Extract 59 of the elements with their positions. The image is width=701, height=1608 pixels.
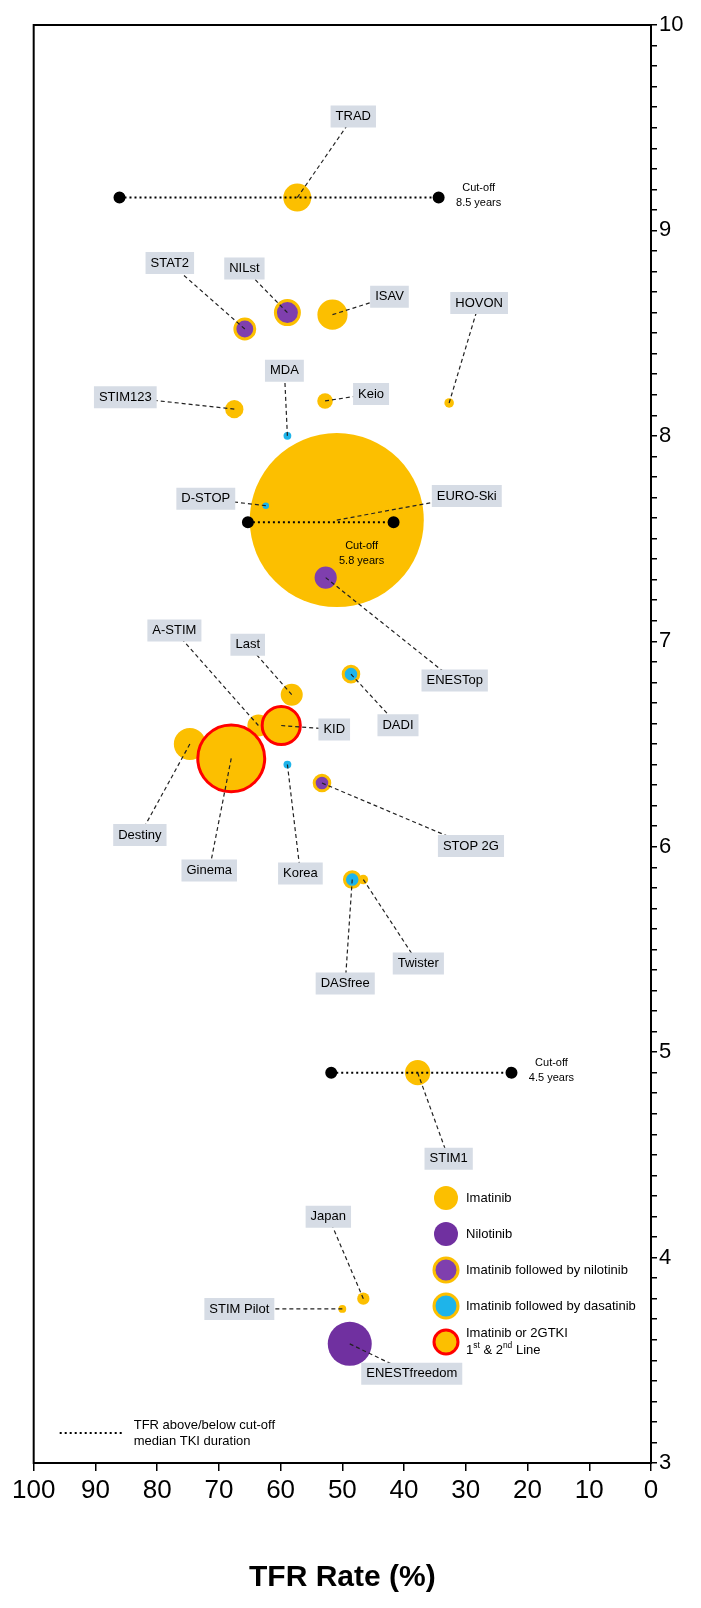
y-tick-label: 5 [659, 1038, 672, 1064]
point [241, 516, 254, 529]
annotation: STOP 2G [442, 837, 499, 853]
annotation: Keio [358, 385, 385, 401]
annotation: Cut-off 4.5 years [528, 1055, 575, 1083]
x-tick-label: 50 [327, 1473, 357, 1504]
legend-label: Nilotinib [466, 1225, 513, 1241]
legend-label: Imatinib followed by dasatinib [466, 1297, 636, 1313]
annotation: Twister [397, 955, 440, 971]
y-tick-label: 10 [659, 11, 684, 37]
annotation: MDA [269, 362, 300, 378]
annotation: NILst [229, 260, 260, 276]
annotation: Cut-off 8.5 years [456, 180, 502, 208]
y-tick-label: 3 [659, 1449, 672, 1475]
annotation: STIM123 [98, 388, 152, 404]
annotation: KID [323, 721, 346, 737]
legend-label: Imatinib [466, 1189, 512, 1205]
x-tick-label: 70 [204, 1473, 234, 1504]
point [505, 1066, 518, 1079]
annotation: Destiny [118, 826, 163, 842]
y-tick-label: 6 [659, 832, 672, 858]
point [387, 516, 400, 529]
x-tick-label: 80 [142, 1473, 172, 1504]
annotation: STIM Pilot [209, 1300, 270, 1316]
point [432, 191, 445, 204]
point [325, 1066, 338, 1079]
x-tick-label: 20 [513, 1473, 542, 1504]
annotation: ENESTfreedom [366, 1365, 458, 1381]
point [113, 191, 126, 204]
x-axis-title: TFR Rate (%) [249, 1559, 436, 1593]
x-tick-label: 60 [266, 1473, 296, 1504]
y-tick-label: 8 [659, 421, 672, 447]
y-tick-label: 9 [659, 216, 672, 242]
x-tick-label: 10 [574, 1473, 604, 1504]
annotation: D-STOP [181, 490, 231, 506]
annotation: EURO-Ski [436, 487, 497, 503]
x-tick-label: 30 [451, 1473, 481, 1504]
annotation: A-STIM [152, 622, 197, 638]
annotation: Korea [283, 865, 319, 881]
legend-label: TFR above/below cut-off median TKI duration [133, 1416, 276, 1448]
legend-label: Imatinib followed by nilotinib [466, 1261, 628, 1277]
annotation: ISAV [375, 288, 405, 304]
annotation: TRAD [335, 108, 371, 124]
annotation: Cut-off 5.8 years [338, 539, 385, 567]
annotation: Last [235, 636, 261, 652]
annotation: DADI [382, 716, 414, 732]
x-tick-label: 0 [643, 1473, 659, 1504]
annotation: STIM1 [429, 1150, 468, 1166]
annotation: HOVON [455, 294, 503, 310]
annotation: ENESTop [426, 672, 483, 688]
annotation: DASfree [320, 975, 370, 991]
annotation: STAT2 [150, 254, 190, 270]
y-tick-label: 7 [659, 627, 672, 653]
annotation: Ginema [186, 861, 233, 877]
annotation: Japan [310, 1208, 347, 1224]
x-tick-label: 100 [11, 1473, 56, 1504]
x-tick-label: 40 [389, 1473, 419, 1504]
y-tick-label: 4 [659, 1243, 672, 1269]
x-tick-label: 90 [80, 1473, 110, 1504]
